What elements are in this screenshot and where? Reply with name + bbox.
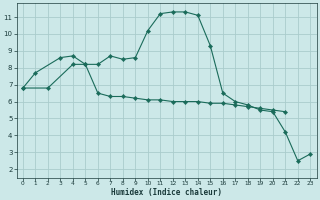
X-axis label: Humidex (Indice chaleur): Humidex (Indice chaleur): [111, 188, 222, 197]
